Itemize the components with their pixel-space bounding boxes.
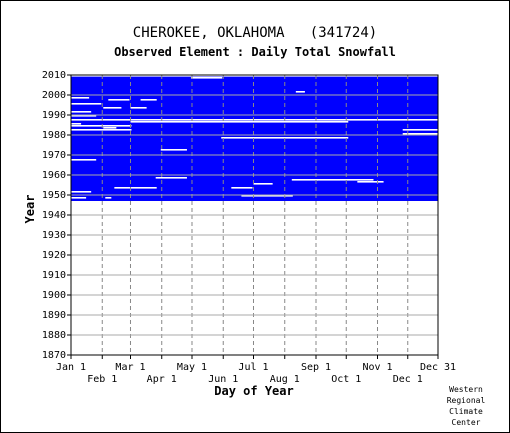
missing-segment [71, 159, 97, 161]
x-axis-title: Day of Year [214, 384, 293, 398]
y-tick-label: 1900 [42, 290, 66, 301]
x-tick-label: Mar 1 [115, 362, 145, 373]
y-tick-label: 2000 [42, 90, 66, 101]
x-tick-label: Sep 1 [301, 362, 331, 373]
data-layer [71, 75, 440, 201]
grid-layer [71, 75, 438, 355]
credit-line: Western [449, 385, 483, 394]
y-tick-label: 1970 [42, 150, 66, 161]
x-tick-label: Nov 1 [362, 362, 392, 373]
y-tick-label: 1990 [42, 110, 66, 121]
missing-segment [114, 187, 157, 189]
axis-layer: 2010 2000 1990 1980 1970 1960 1950 1940 1930 1920… [42, 70, 456, 385]
y-tick-label: 1960 [42, 170, 66, 181]
missing-segment [402, 133, 440, 135]
x-tick-label: Oct 1 [331, 374, 361, 385]
y-tick-label: 1940 [42, 210, 66, 221]
missing-segment [71, 129, 132, 131]
missing-segment [190, 77, 223, 79]
x-tick-label: Dec 31 [420, 362, 456, 373]
missing-segment [317, 179, 374, 181]
missing-segment [71, 197, 87, 199]
missing-segment [71, 125, 132, 127]
missing-segment [71, 111, 92, 113]
missing-segment [103, 107, 122, 109]
x-tick-label: Apr 1 [147, 374, 177, 385]
x-tick-label: Dec 1 [393, 374, 423, 385]
y-tick-label: 1890 [42, 310, 66, 321]
missing-segment [291, 179, 319, 181]
y-tick-label: 1870 [42, 350, 66, 361]
missing-segment [71, 75, 440, 77]
missing-segment [155, 177, 187, 179]
y-tick-label: 1910 [42, 270, 66, 281]
credit-line: Regional [446, 396, 486, 405]
missing-segment [402, 129, 440, 131]
missing-segment [357, 181, 384, 183]
chart-title: CHEROKEE, OKLAHOMA (341724) [132, 25, 378, 41]
y-tick-label: 1880 [42, 330, 66, 341]
chart-subtitle: Observed Element : Daily Total Snowfall [114, 45, 396, 59]
missing-segment [221, 137, 349, 139]
missing-segment [71, 119, 440, 121]
x-tick-label: May 1 [177, 362, 207, 373]
missing-segment [140, 99, 157, 101]
x-tick-label: Aug 1 [270, 374, 300, 385]
y-tick-label: 1980 [42, 130, 66, 141]
missing-segment [130, 121, 349, 123]
missing-segment [71, 103, 102, 105]
x-tick-label: Jan 1 [56, 362, 86, 373]
missing-segment [160, 149, 187, 151]
missing-segment [71, 191, 92, 193]
y-axis-title: Year [23, 195, 37, 224]
credit-line: Climate [449, 407, 483, 416]
missing-segment [103, 127, 117, 129]
x-tick-label: Jun 1 [208, 374, 238, 385]
missing-segment [241, 195, 293, 197]
missing-segment [71, 123, 82, 125]
x-tick-label: Feb 1 [87, 374, 117, 385]
y-tick-label: 1930 [42, 230, 66, 241]
missing-segment [71, 115, 97, 117]
credit-block: Western Regional Climate Center [431, 384, 501, 428]
x-tick-label: Jul 1 [238, 362, 268, 373]
credit-line: Center [451, 418, 481, 427]
missing-segment [295, 91, 305, 93]
y-tick-label: 1920 [42, 250, 66, 261]
missing-segment [130, 107, 147, 109]
y-tick-label: 1950 [42, 190, 66, 201]
missing-segment [231, 187, 253, 189]
missing-segment [253, 183, 273, 185]
y-tick-label: 2010 [42, 70, 66, 81]
missing-segment [71, 97, 90, 99]
missing-segment [108, 99, 130, 101]
missing-segment [105, 197, 112, 199]
